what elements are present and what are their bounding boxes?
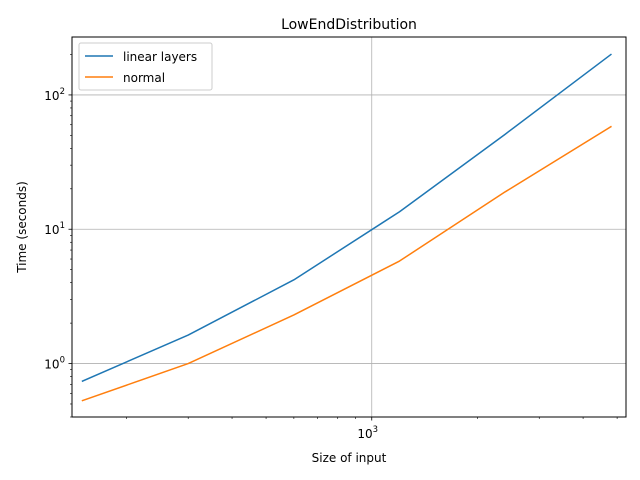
grid — [72, 37, 626, 417]
legend-box — [78, 42, 213, 91]
plot-frame — [71, 36, 627, 418]
legend-label-linear-layers: linear layers — [123, 50, 197, 64]
chart-title: LowEndDistribution — [281, 17, 417, 33]
x-axis-label: Size of input — [312, 451, 387, 465]
x-tick-label: 103 — [357, 425, 378, 441]
y-axis-label: Time (seconds) — [15, 181, 29, 274]
series-lines — [81, 53, 612, 402]
y-tick-label: 101 — [44, 221, 65, 237]
y-tick-label: 100 — [44, 356, 65, 372]
series-line-linear-layers — [81, 53, 612, 383]
series-line-normal — [81, 125, 612, 402]
y-tick-label: 102 — [44, 87, 65, 103]
legend-label-normal: normal — [123, 71, 165, 85]
legend: linear layers normal — [78, 42, 213, 91]
axis-ticks: 103 100 101 102 — [44, 54, 618, 441]
